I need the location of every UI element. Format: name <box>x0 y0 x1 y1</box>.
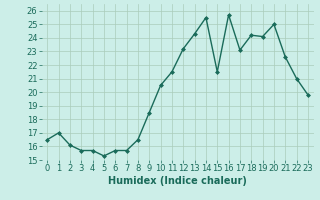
X-axis label: Humidex (Indice chaleur): Humidex (Indice chaleur) <box>108 176 247 186</box>
